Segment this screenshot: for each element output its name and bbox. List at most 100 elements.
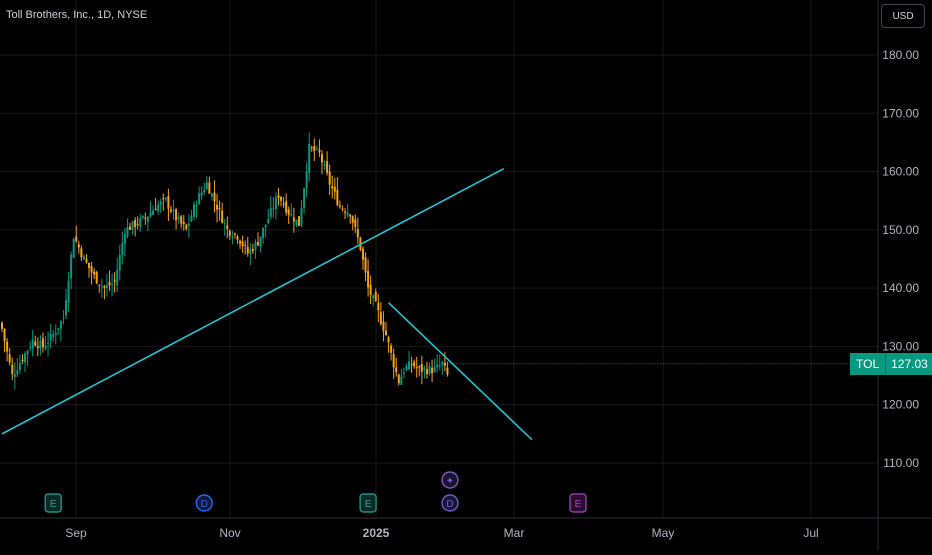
candle-body [62, 317, 65, 319]
candle-body [93, 271, 96, 275]
candle-body [8, 354, 11, 363]
candle-body [167, 196, 170, 209]
candle-body [100, 285, 103, 287]
candle-body [105, 285, 108, 288]
candle-body [321, 154, 323, 163]
candle-body [146, 216, 149, 222]
candle-body [180, 216, 183, 224]
candle-body [374, 291, 377, 302]
candle-body [226, 225, 229, 229]
candle-body [257, 242, 259, 246]
candle-body [169, 209, 172, 212]
candle-body [231, 236, 234, 238]
candle-body [213, 192, 216, 202]
candle-body [195, 204, 198, 206]
candle-body [418, 366, 421, 368]
candle-body [272, 208, 275, 210]
candle-body [59, 320, 62, 329]
candle-body [338, 205, 341, 207]
candle-body [431, 367, 434, 374]
candle-body [408, 361, 411, 370]
candle-body [185, 224, 188, 229]
candle-body [297, 216, 300, 226]
candle-body [428, 366, 431, 374]
candle-body [331, 186, 334, 189]
candle-body [400, 376, 403, 385]
candle-body [433, 367, 436, 372]
trendline [1, 167, 505, 435]
candle-body [364, 257, 367, 273]
y-tick-label: 180.00 [882, 48, 919, 62]
candle-body [341, 208, 344, 210]
candle-body [129, 226, 131, 230]
candle-body [392, 353, 395, 368]
candle-body [70, 254, 73, 279]
event-label: E [365, 499, 372, 510]
candle-body [241, 241, 244, 247]
x-tick-label: Mar [504, 526, 525, 540]
candle-body [387, 337, 390, 343]
candle-body [377, 302, 380, 311]
candle-body [85, 259, 88, 263]
candle-body [3, 328, 6, 342]
candle-body [390, 345, 393, 353]
candle-body [90, 266, 93, 273]
candle-body [65, 300, 67, 316]
candle-body [328, 171, 331, 185]
candle-body [425, 369, 428, 375]
candle-body [123, 234, 126, 244]
candle-body [267, 218, 270, 224]
event-label: E [575, 499, 582, 510]
y-tick-label: 110.00 [883, 456, 919, 470]
candle-body [121, 242, 124, 256]
candle-body [318, 149, 321, 153]
candle-body [103, 286, 106, 288]
candle-body [187, 223, 190, 226]
candle-body [385, 330, 387, 336]
last-price-label: TOL 127.03 [850, 353, 932, 375]
candle-body [438, 365, 441, 367]
candle-body [446, 367, 449, 375]
candle-body [379, 312, 382, 324]
candle-body [54, 333, 57, 336]
last-price-symbol: TOL [850, 353, 886, 375]
dividend-event-marker [195, 494, 213, 512]
currency-selector[interactable]: USD [881, 4, 925, 28]
event-label: D [201, 499, 208, 510]
candle-body [36, 346, 39, 348]
candle-body [282, 203, 285, 205]
candle-body [34, 341, 37, 346]
candle-body [290, 214, 293, 216]
candle-body [11, 364, 14, 374]
split-event-marker [441, 471, 459, 489]
y-tick-label: 170.00 [882, 106, 919, 120]
candle-body [216, 204, 219, 210]
candle-body [21, 359, 24, 362]
candle-body [254, 241, 257, 250]
candle-body [72, 238, 75, 258]
candle-body [295, 219, 298, 226]
candle-body [80, 248, 83, 258]
candle-body [159, 201, 162, 205]
candle-body [95, 271, 98, 284]
candle-body [346, 212, 349, 216]
event-label: D [446, 499, 453, 510]
candle-body [280, 197, 283, 201]
candle-body [98, 284, 101, 286]
candle-body [134, 220, 137, 227]
candle-body [164, 197, 167, 200]
candle-body [13, 374, 16, 378]
candle-body [372, 295, 375, 299]
candle-body [326, 161, 329, 173]
candle-body [162, 198, 165, 200]
candle-body [44, 345, 47, 349]
y-tick-label: 140.00 [882, 281, 919, 295]
candle-body [443, 362, 446, 366]
candle-body [236, 236, 239, 240]
candle-body [88, 262, 91, 268]
candle-body [218, 207, 221, 210]
trendline [388, 302, 533, 441]
candle-body [203, 190, 206, 193]
